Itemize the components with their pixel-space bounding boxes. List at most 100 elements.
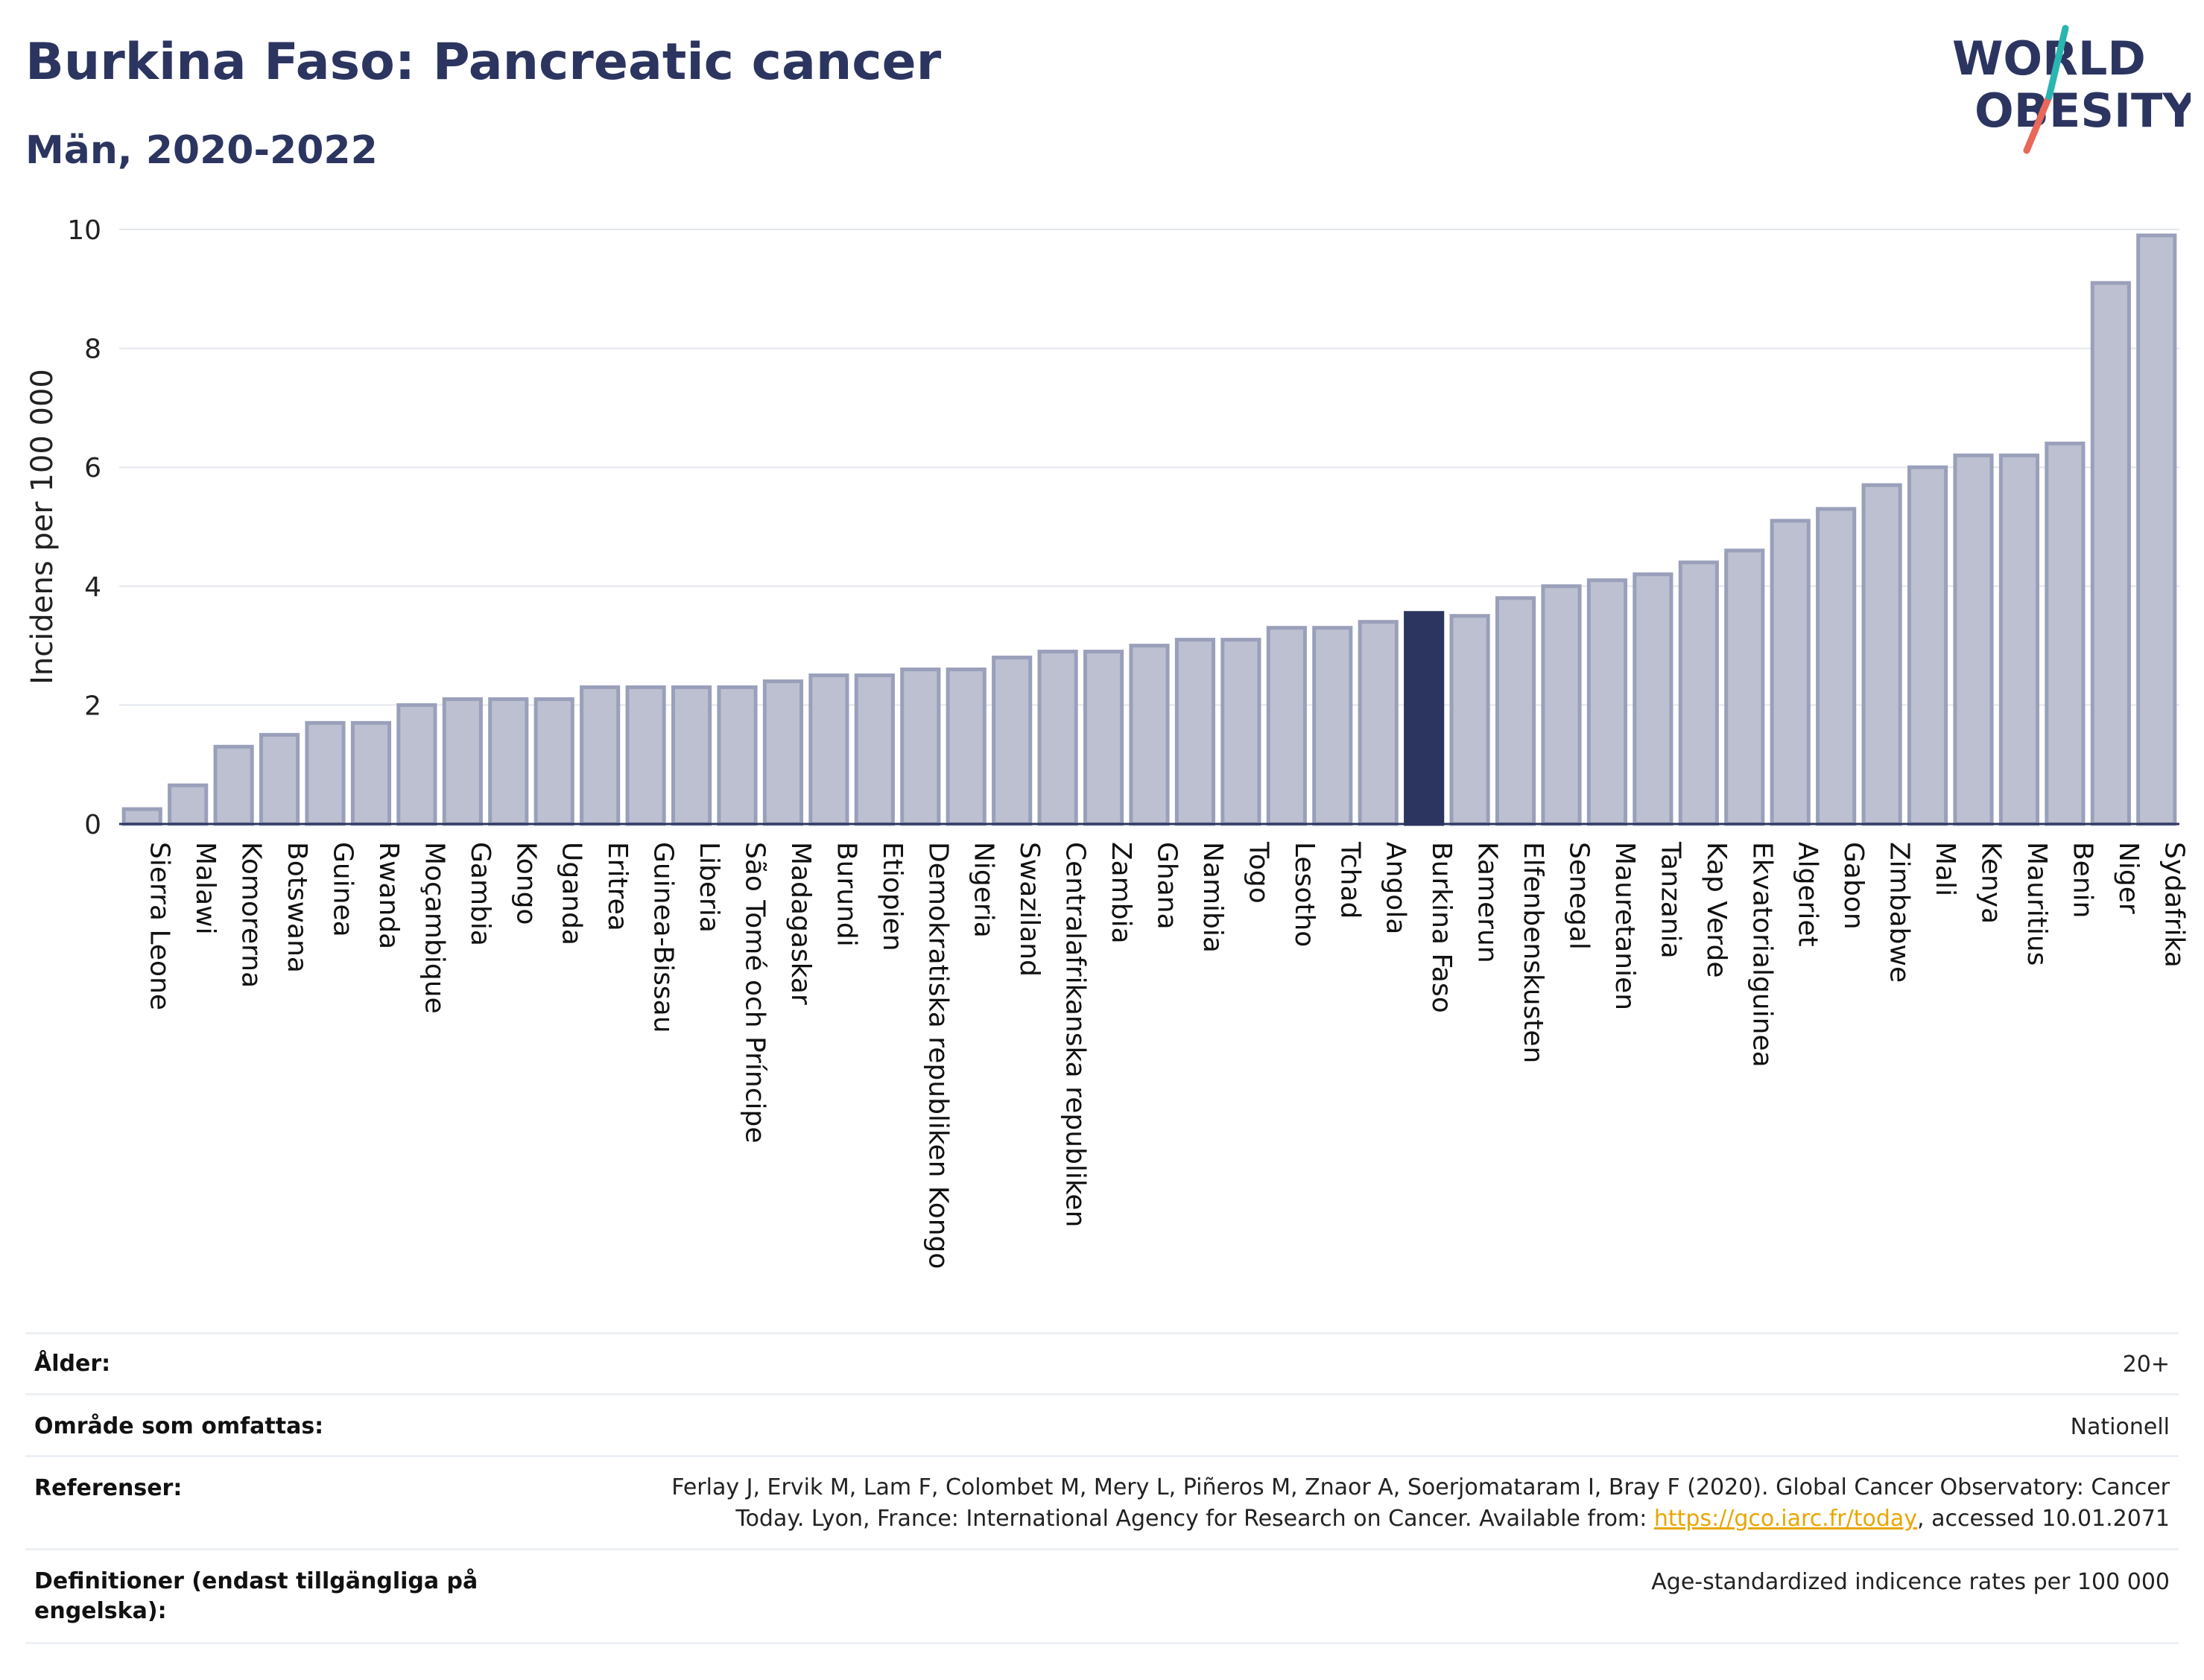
x-tick-label: Ghana: [1152, 842, 1182, 930]
bar: [1083, 650, 1124, 826]
references-label: Referenser:: [34, 1475, 183, 1501]
area-label: Område som omfattas:: [34, 1413, 324, 1439]
bar: [1495, 596, 1536, 826]
bar: [1724, 548, 1765, 826]
logo-slash-lower: [2023, 93, 2053, 154]
area-value: Nationell: [2070, 1414, 2170, 1440]
bar: [992, 656, 1033, 826]
bar: [396, 703, 437, 826]
bar: [717, 685, 758, 826]
bar: [625, 685, 666, 826]
x-tick-label: Etiopien: [877, 842, 908, 951]
age-label: Ålder:: [34, 1351, 111, 1377]
page-title: Burkina Faso: Pancreatic cancer: [25, 33, 942, 92]
bar: [2136, 233, 2177, 826]
bar: [1770, 519, 1811, 826]
x-tick-label: Niger: [2113, 842, 2144, 914]
y-tick-label: 4: [84, 572, 101, 603]
world-obesity-logo: WORLD OBESITY: [1952, 25, 2191, 154]
bar: [1633, 572, 1673, 826]
bar: [305, 720, 346, 826]
x-tick-label: Gabon: [1838, 842, 1869, 930]
bar: [121, 807, 162, 826]
x-tick-label: Sierra Leone: [145, 842, 175, 1010]
x-tick-label: Mauretanien: [1609, 842, 1640, 1010]
bar: [1037, 650, 1078, 826]
x-tick-label: Malawi: [190, 842, 221, 935]
x-tick-label: Botswana: [282, 842, 312, 973]
x-tick-label: Kongo: [510, 842, 541, 925]
x-tick-label: Moçambique: [419, 842, 449, 1014]
x-tick-label: Nigeria: [969, 842, 999, 938]
x-tick-label: Zambia: [1106, 842, 1136, 944]
bars: [121, 233, 2177, 826]
definitions-value: Age-standardized indicence rates per 100…: [1651, 1569, 2170, 1595]
x-tick-label: Kenya: [1976, 842, 2007, 924]
y-tick-label: 2: [84, 691, 101, 721]
bar: [1953, 453, 1994, 826]
bar: [2090, 281, 2131, 826]
info-row-references: Referenser: Ferlay J, Ervik M, Lam F, Co…: [25, 1455, 2179, 1550]
x-tick-label: São Tomé och Príncipe: [740, 842, 770, 1144]
bar: [1266, 626, 1307, 826]
bar-chart: 0 2 4 6 8 10 Sierra Leone Malawi Komorerna Botswa…: [25, 215, 2189, 1269]
bar: [488, 697, 529, 826]
logo-line1: WORLD: [1952, 31, 2146, 86]
bar: [1358, 620, 1399, 826]
references-line-1: Ferlay J, Ervik M, Lam F, Colombet M, Me…: [671, 1474, 2170, 1500]
info-row-definitions: Definitioner (endast tillgängliga på eng…: [25, 1548, 2179, 1643]
x-tick-label: Uganda: [557, 842, 587, 945]
y-tick-label: 8: [84, 335, 101, 365]
bar: [671, 685, 712, 826]
x-tick-label: Swaziland: [1014, 842, 1045, 977]
bar: [2045, 441, 2086, 826]
y-tick-label: 6: [84, 453, 101, 484]
page-subtitle: Män, 2020-2022: [25, 128, 378, 173]
x-tick-label: Namibia: [1197, 842, 1228, 953]
x-tick-label: Guinea-Bissau: [648, 842, 679, 1033]
bar: [900, 668, 941, 826]
bar: [1174, 638, 1216, 826]
x-tick-label: Senegal: [1564, 842, 1595, 950]
x-tick-label: Guinea: [328, 842, 358, 937]
info-row-age: Ålder: 20+: [25, 1332, 2179, 1394]
x-tick-label: Burundi: [831, 842, 861, 947]
bar: [854, 673, 895, 826]
x-tick-label: Lesotho: [1289, 842, 1320, 947]
x-tick-label: Algeriet: [1793, 842, 1823, 947]
bar: [1541, 584, 1582, 826]
x-tick-label: Gambia: [465, 842, 495, 946]
bar: [1998, 453, 2040, 826]
y-axis-label: Incidens per 100 000: [25, 369, 60, 685]
info-row-area: Område som omfattas: Nationell: [25, 1393, 2179, 1456]
bar: [580, 685, 621, 826]
x-tick-label: Madagaskar: [785, 842, 816, 1005]
x-tick-label: Togo: [1243, 841, 1273, 904]
x-tick-label: Tchad: [1334, 841, 1365, 919]
y-tick-label: 0: [84, 810, 101, 840]
x-tick-label: Rwanda: [373, 842, 404, 949]
x-tick-label: Sydafrika: [2159, 842, 2189, 968]
references-line-2: Today. Lyon, France: International Agenc…: [531, 1503, 2170, 1535]
logo-line2: OBESITY: [1975, 83, 2191, 138]
bar: [946, 668, 987, 826]
references-text: Today. Lyon, France: International Agenc…: [735, 1506, 1654, 1532]
bar: [1816, 507, 1857, 826]
bar: [1586, 578, 1628, 826]
bar: [1312, 626, 1353, 826]
bar: [1220, 638, 1261, 826]
bar: [808, 673, 849, 826]
y-tick-label: 10: [67, 215, 101, 246]
references-link[interactable]: https://gco.iarc.fr/today: [1653, 1506, 1918, 1532]
labels: 0 2 4 6 8 10 Sierra Leone Malawi Komorerna Botswa…: [25, 215, 2189, 1269]
bar: [1907, 465, 1948, 826]
x-tick-label: Demokratiska republiken Kongo: [922, 842, 953, 1269]
x-tick-label: Centralafrikanska republiken: [1060, 842, 1091, 1227]
x-tick-label: Ekvatorialguinea: [1747, 842, 1777, 1068]
x-tick-label: Zimbabwe: [1884, 842, 1915, 983]
bar: [213, 744, 254, 826]
bar: [762, 679, 804, 826]
x-tick-label: Liberia: [694, 842, 724, 933]
bar: [259, 732, 300, 826]
bar: [1678, 560, 1719, 826]
